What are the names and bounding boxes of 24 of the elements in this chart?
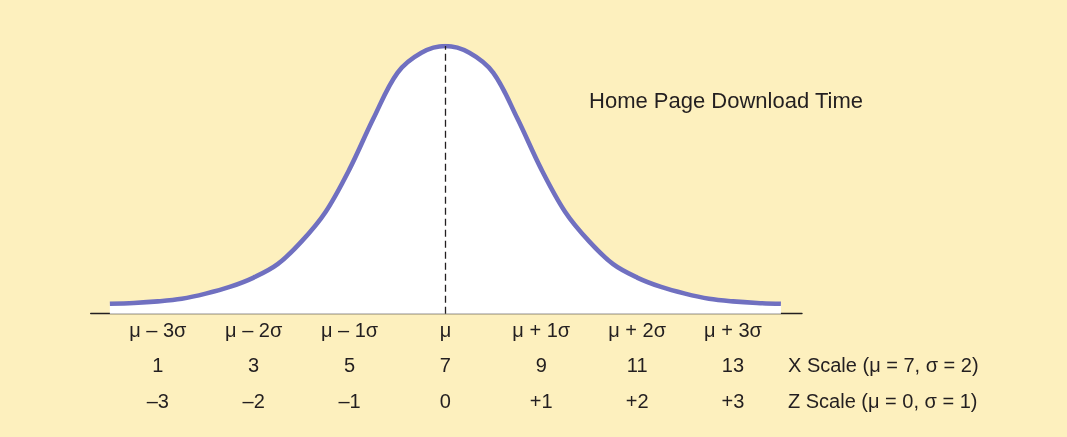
x-tick-label: 11 — [626, 353, 648, 376]
text: Home Page Download Time — [589, 87, 863, 113]
annotation: μ – 3σ — [129, 318, 188, 341]
x2-tick-label: –3 — [146, 389, 169, 412]
x2-tick-label: +1 — [529, 389, 553, 412]
x2-tick-label: –2 — [242, 389, 265, 412]
annotation: μ + 3σ — [704, 318, 763, 341]
annotation: μ + 1σ — [512, 318, 571, 341]
x2-axis-title: Z Scale (μ = 0, σ = 1) — [788, 389, 978, 412]
annotation: μ + 2σ — [608, 318, 667, 341]
x-tick-label: 13 — [721, 353, 745, 376]
x-tick-label: 9 — [535, 353, 547, 376]
annotation: μ – 1σ — [320, 318, 379, 341]
x2-tick-label: 0 — [439, 389, 451, 412]
x2-tick-label: +3 — [721, 389, 745, 412]
x-tick-label: 1 — [152, 353, 164, 376]
annotation: μ – 2σ — [225, 318, 283, 341]
x-tick-label: 5 — [343, 353, 356, 376]
x-tick-label: 7 — [439, 353, 451, 376]
x-tick-label: 3 — [248, 353, 260, 376]
x2-tick-label: +2 — [625, 389, 649, 412]
x-axis-title: X Scale (μ = 7, σ = 2) — [788, 353, 979, 376]
annotation: μ — [439, 318, 452, 341]
x2-tick-label: –1 — [338, 389, 361, 412]
